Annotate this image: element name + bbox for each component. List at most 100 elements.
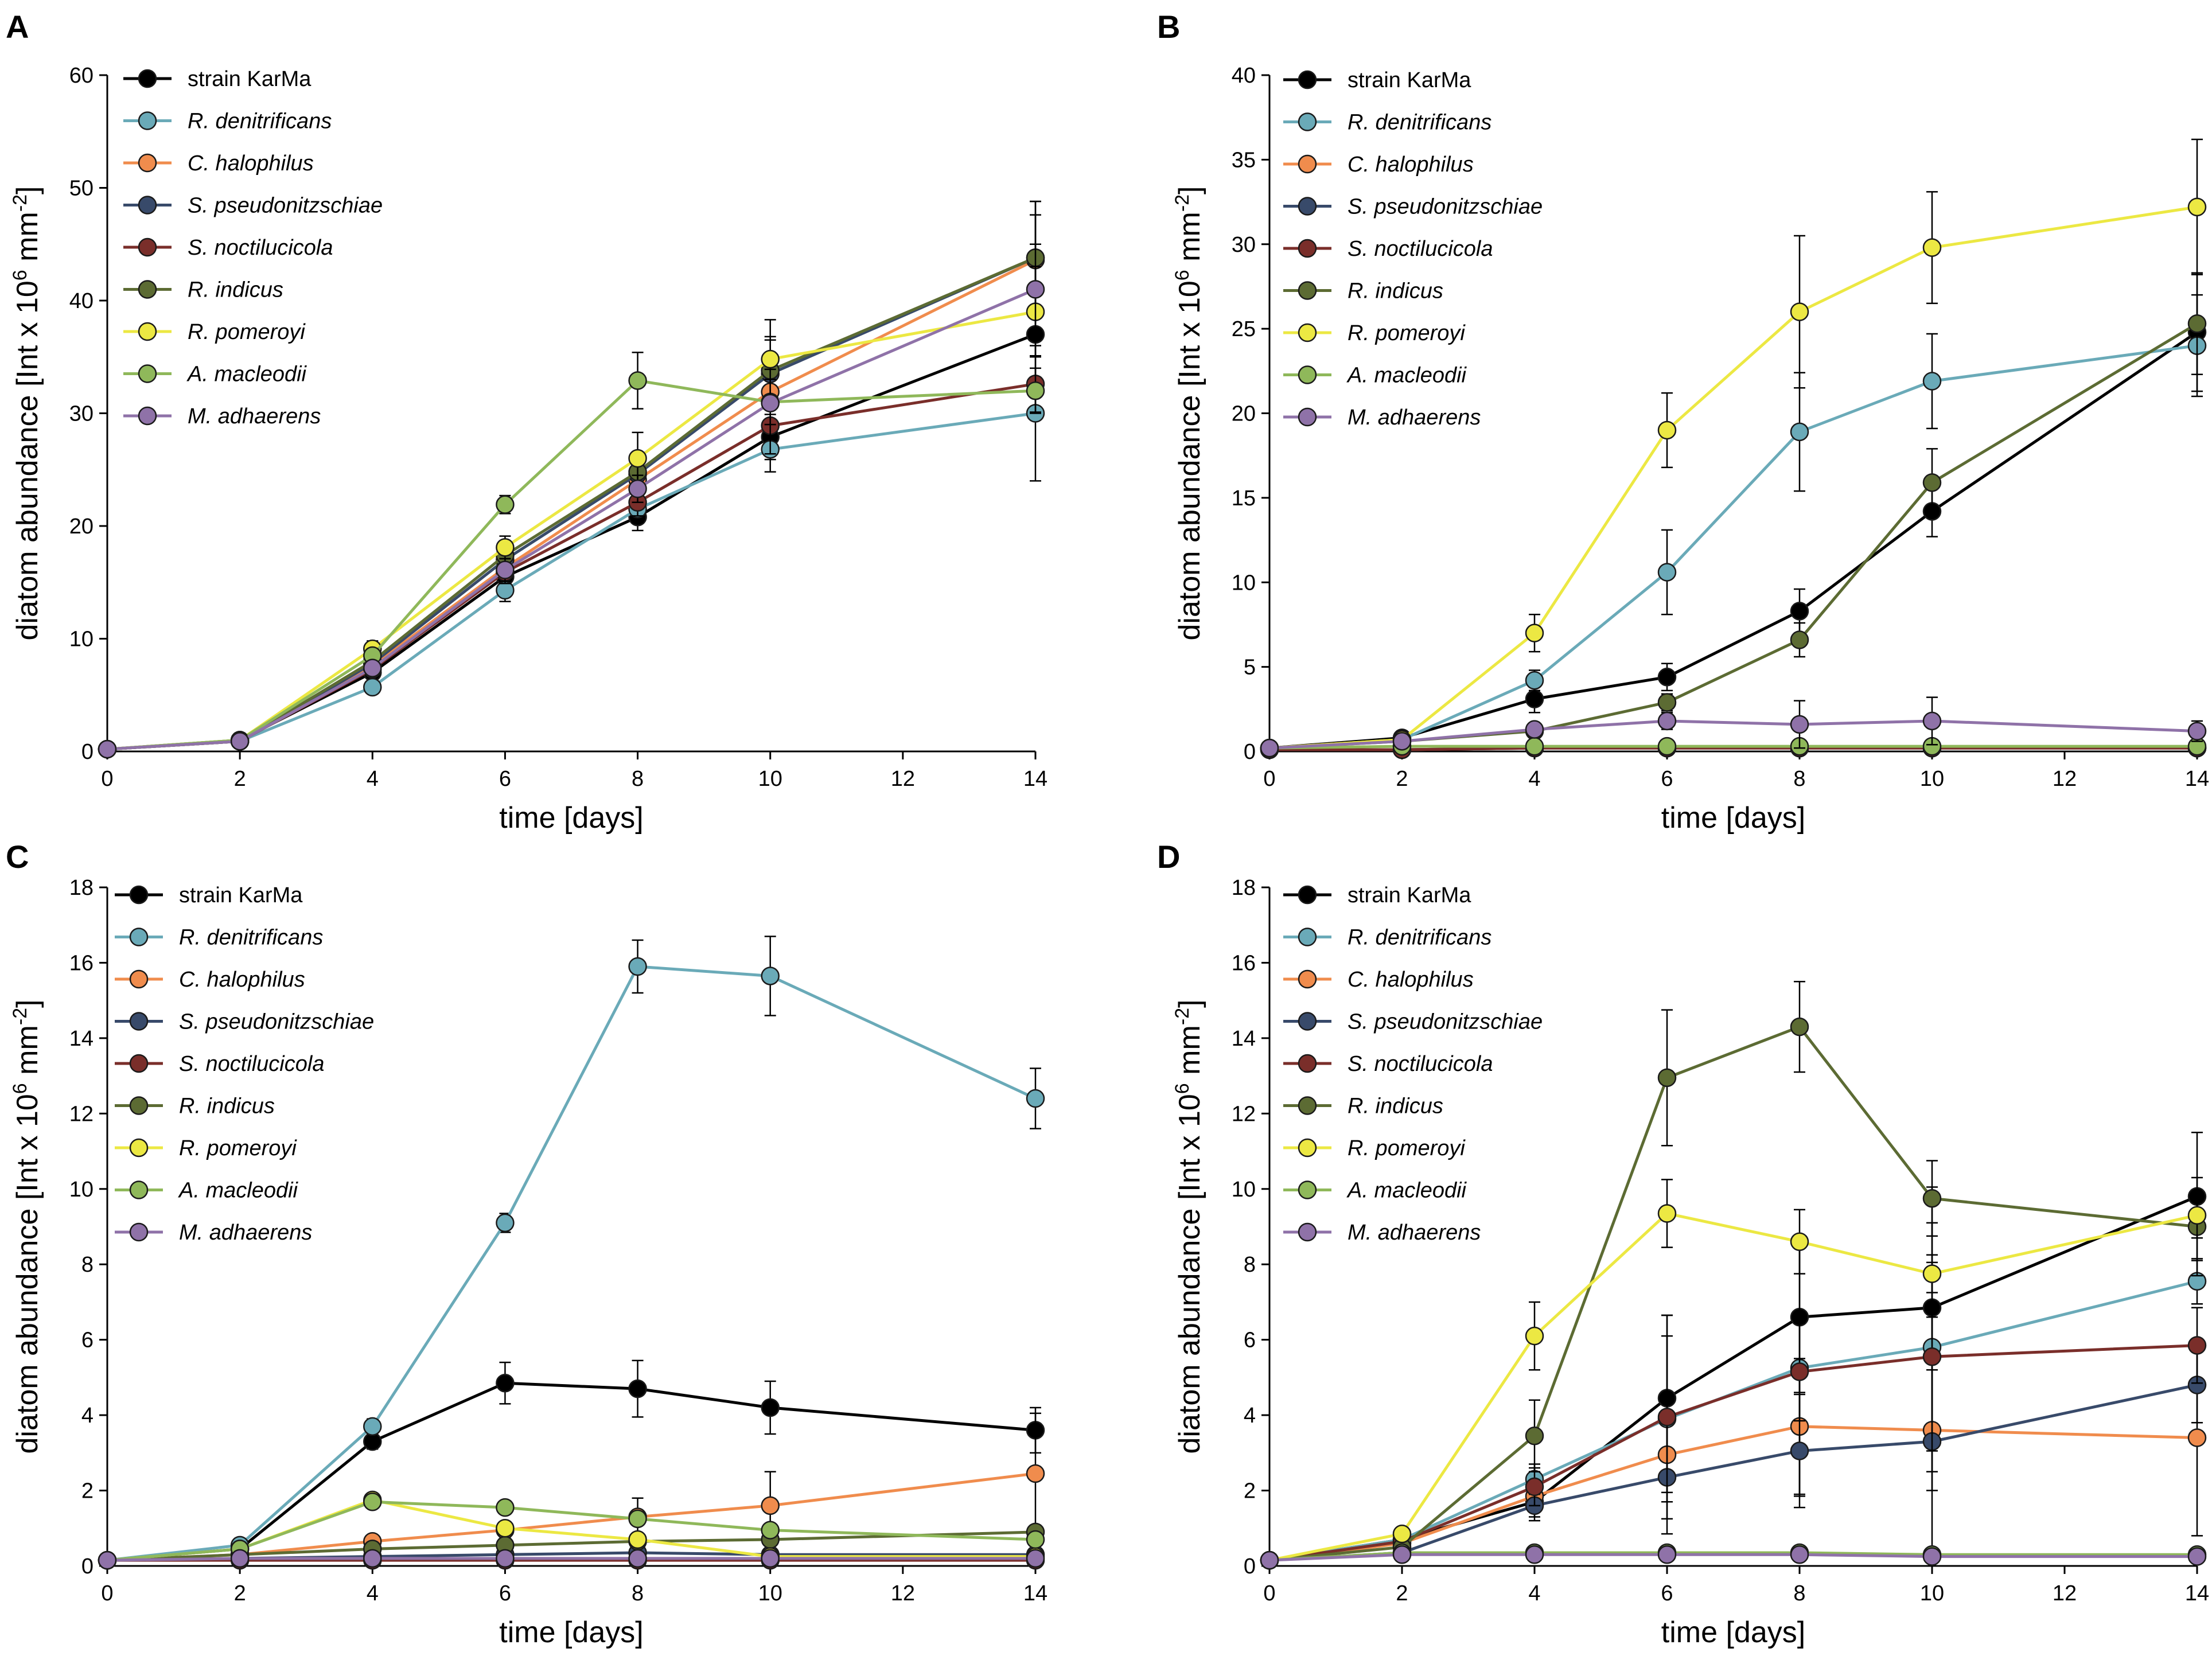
legend: strain KarMa R. denitrificans C. halophilu… xyxy=(115,883,374,1245)
data-point xyxy=(1026,381,1045,400)
data-point xyxy=(496,1498,515,1517)
legend-label: strain KarMa xyxy=(1348,68,1471,92)
data-point xyxy=(1525,671,1544,690)
legend-marker xyxy=(1298,885,1317,905)
chart-panel-d: D 0 2 4 6 8 10 12 14 16 18 0 2 4 6 8 10 12 14 time [days] di… xyxy=(1157,839,2209,1649)
x-tick-label: 14 xyxy=(2185,1581,2209,1606)
series-m-adhaerens xyxy=(1260,1545,2207,1570)
data-point xyxy=(1392,732,1412,751)
legend-label: S. pseudonitzschiae xyxy=(188,194,383,218)
data-point xyxy=(2187,1428,2207,1447)
data-point xyxy=(628,957,647,976)
legend-label: M. adhaerens xyxy=(179,1221,312,1245)
data-point xyxy=(2187,722,2207,741)
x-axis-label: time [days] xyxy=(499,801,643,835)
legend-marker xyxy=(138,69,157,88)
x-tick-label: 6 xyxy=(1661,767,1673,791)
data-point xyxy=(1657,1068,1677,1088)
x-tick-label: 2 xyxy=(234,1581,246,1606)
legend-label: S. pseudonitzschiae xyxy=(1348,195,1543,219)
x-tick-label: 14 xyxy=(1023,767,1047,791)
data-point xyxy=(230,732,250,751)
series-m-adhaerens xyxy=(98,243,1045,759)
legend-label: R. pomeroyi xyxy=(1348,321,1466,345)
y-axis-label-unit: mm xyxy=(11,212,44,270)
x-tick-label: 14 xyxy=(2185,767,2209,791)
data-point xyxy=(496,1519,515,1538)
y-axis-label-unit-exponent: -2 xyxy=(1171,194,1193,212)
y-axis-label-exponent: 6 xyxy=(9,1083,31,1094)
data-point xyxy=(2187,197,2207,217)
y-tick-label: 18 xyxy=(69,876,94,900)
data-point xyxy=(1922,372,1942,391)
y-axis-label-close: ] xyxy=(1173,186,1206,194)
legend-label: R. pomeroyi xyxy=(1348,1136,1466,1160)
y-tick-label: 50 xyxy=(69,177,94,201)
x-tick-label: 0 xyxy=(101,1581,113,1606)
legend-marker xyxy=(138,111,157,130)
legend-marker xyxy=(129,1054,149,1073)
data-point xyxy=(1525,624,1544,642)
legend-label: R. denitrificans xyxy=(1348,926,1491,950)
x-tick-label: 4 xyxy=(1528,767,1540,791)
y-tick-label: 15 xyxy=(1232,486,1256,511)
y-tick-label: 10 xyxy=(69,1178,94,1202)
y-tick-label: 16 xyxy=(1232,951,1256,975)
legend-marker xyxy=(138,237,157,257)
data-point xyxy=(496,560,515,579)
y-axis-label-close: ] xyxy=(11,186,44,194)
x-tick-label: 4 xyxy=(1528,1581,1540,1606)
series-s-noctilucicola xyxy=(1260,1261,2207,1570)
x-tick-label: 2 xyxy=(1396,767,1408,791)
legend-marker xyxy=(1298,407,1317,427)
legend: strain KarMa R. denitrificans C. halophilu… xyxy=(1283,883,1543,1245)
y-tick-label: 8 xyxy=(81,1253,94,1277)
x-tick-label: 10 xyxy=(758,767,782,791)
x-tick-label: 4 xyxy=(367,767,379,791)
legend-marker xyxy=(129,1012,149,1031)
data-point xyxy=(628,1549,647,1568)
y-tick-label: 8 xyxy=(1244,1253,1256,1277)
data-point xyxy=(761,1398,780,1417)
data-point xyxy=(1525,1427,1544,1445)
panel-letter: D xyxy=(1157,839,1180,875)
data-point xyxy=(1657,711,1677,731)
data-point xyxy=(363,1493,382,1511)
y-tick-label: 20 xyxy=(69,515,94,539)
y-tick-label: 2 xyxy=(81,1479,94,1503)
legend-marker xyxy=(1298,281,1317,300)
legend-marker xyxy=(138,153,157,173)
series-r-pomeroyi xyxy=(1260,138,2207,758)
x-tick-label: 14 xyxy=(1023,1581,1047,1606)
series-line xyxy=(107,412,1036,751)
x-tick-label: 10 xyxy=(758,1581,782,1606)
y-tick-label: 40 xyxy=(69,289,94,313)
legend-marker xyxy=(1298,323,1317,342)
x-tick-label: 8 xyxy=(1793,767,1805,791)
legend-label: C. halophilus xyxy=(1348,153,1474,177)
data-point xyxy=(1657,737,1677,756)
legend-marker xyxy=(129,969,149,989)
legend-label: strain KarMa xyxy=(1348,883,1471,907)
legend: strain KarMa R. denitrificans C. halophilu… xyxy=(123,67,383,428)
legend-marker xyxy=(1298,928,1317,946)
data-point xyxy=(363,677,382,697)
y-tick-label: 4 xyxy=(81,1404,94,1428)
legend-label: M. adhaerens xyxy=(1348,1221,1481,1245)
x-tick-label: 2 xyxy=(1396,1581,1408,1606)
y-tick-label: 25 xyxy=(1232,317,1256,341)
y-axis-label-exponent: 6 xyxy=(1171,270,1193,280)
data-point xyxy=(1922,1347,1942,1366)
y-tick-label: 6 xyxy=(81,1328,94,1353)
legend-label: R. denitrificans xyxy=(188,110,332,134)
data-point xyxy=(628,1379,647,1398)
data-point xyxy=(363,1417,382,1436)
legend-label: R. indicus xyxy=(188,278,283,302)
data-point xyxy=(1790,1362,1809,1381)
legend-label: M. adhaerens xyxy=(1348,406,1481,430)
data-point xyxy=(761,1521,780,1540)
y-tick-label: 60 xyxy=(69,64,94,88)
legend-label: R. denitrificans xyxy=(179,926,323,950)
x-axis-label: time [days] xyxy=(1661,801,1805,835)
